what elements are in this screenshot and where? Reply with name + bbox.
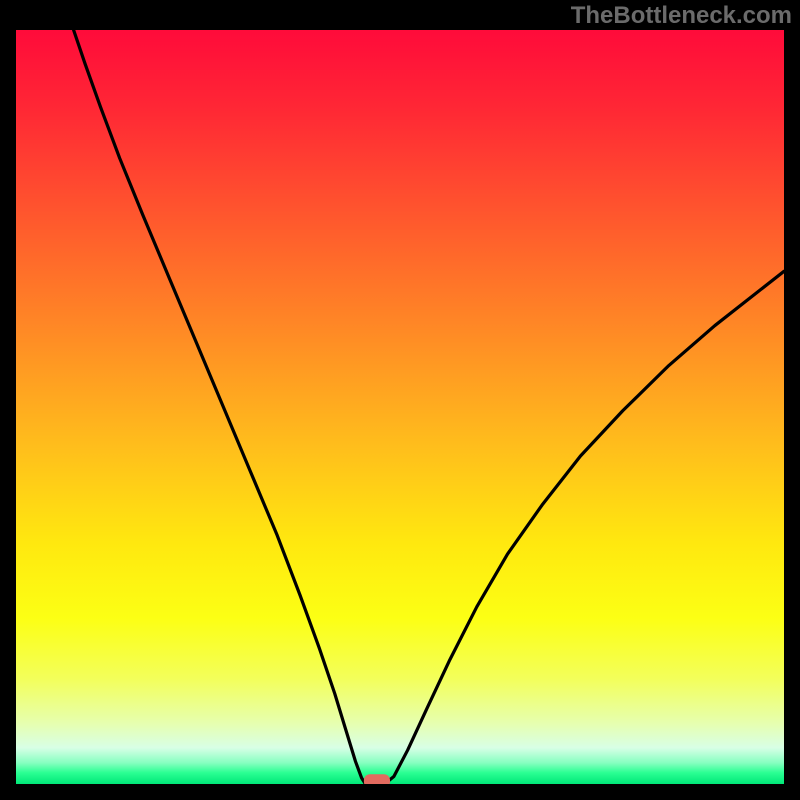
watermark-text: TheBottleneck.com <box>571 2 792 30</box>
plot-area <box>16 30 784 784</box>
chart-svg <box>16 30 784 784</box>
optimum-marker <box>364 774 390 784</box>
gradient-background <box>16 30 784 784</box>
